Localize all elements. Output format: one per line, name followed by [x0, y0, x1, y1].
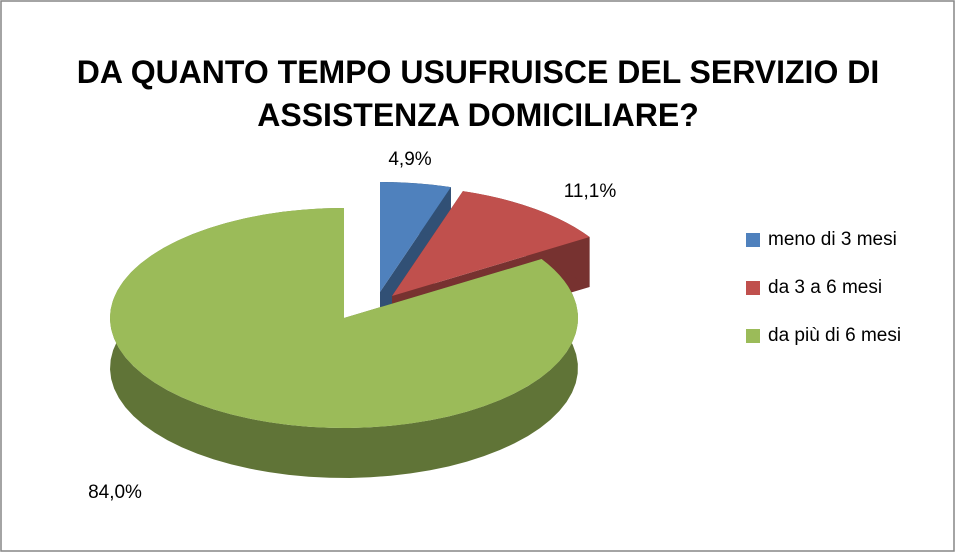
chart-title: DA QUANTO TEMPO USUFRUISCE DEL SERVIZIO …	[77, 54, 879, 90]
legend-swatch	[746, 281, 760, 295]
data-label: 84,0%	[88, 482, 142, 503]
data-label: 11,1%	[564, 181, 617, 202]
slice-tops	[110, 182, 590, 428]
legend-swatch	[746, 329, 760, 343]
legend-label: meno di 3 mesi	[768, 229, 897, 250]
legend-label: da 3 a 6 mesi	[768, 277, 882, 298]
slice	[110, 208, 578, 428]
chart-title: ASSISTENZA DOMICILIARE?	[257, 97, 698, 133]
title-line: DA QUANTO TEMPO USUFRUISCE DEL SERVIZIO …	[77, 54, 879, 90]
slice	[392, 191, 590, 296]
slice	[380, 182, 451, 292]
legend-swatch	[746, 233, 760, 247]
legend-label: da più di 6 mesi	[768, 325, 901, 346]
data-label: 4,9%	[388, 149, 431, 170]
title-line: ASSISTENZA DOMICILIARE?	[257, 97, 698, 133]
